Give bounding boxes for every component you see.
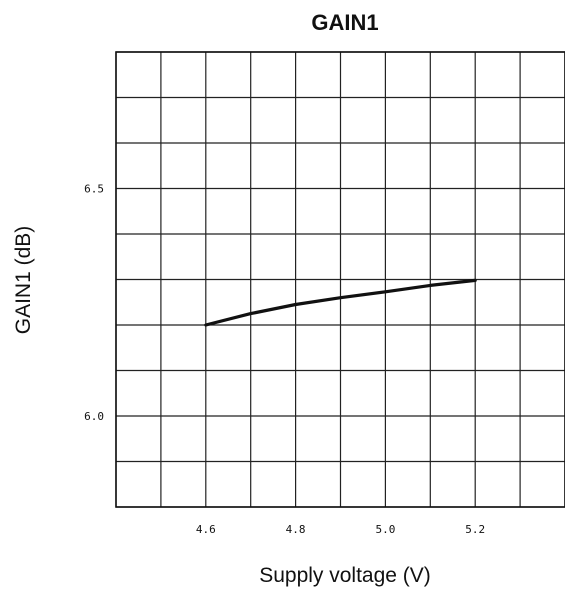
x-axis-label: Supply voltage (V) [259, 564, 431, 587]
x-tick-label: 4.8 [286, 523, 306, 536]
series-line-0 [204, 278, 477, 327]
tick-labels: 4.6 4.8 5.0 5.2 6.5 6.0 [84, 183, 485, 537]
chart-title: GAIN1 [311, 10, 378, 35]
y-axis-label: GAIN1 (dB) [12, 226, 35, 335]
y-tick-label: 6.0 [84, 410, 104, 423]
x-tick-label: 5.0 [375, 523, 395, 536]
plot-frame [115, 51, 565, 508]
grid-lines [115, 51, 565, 508]
y-tick-label: 6.5 [84, 183, 104, 196]
data-series [204, 278, 477, 327]
x-tick-label: 5.2 [465, 523, 485, 536]
x-tick-label: 4.6 [196, 523, 216, 536]
